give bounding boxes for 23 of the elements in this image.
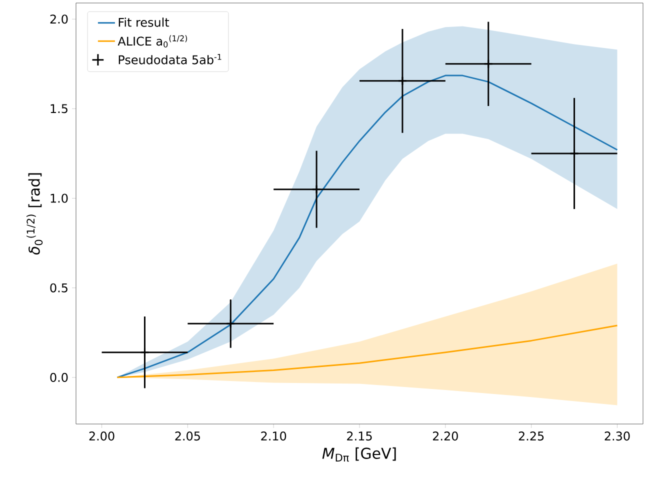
point bbox=[484, 59, 494, 69]
x-axis-title: M$_{Dπ}$ [GeV] bbox=[322, 447, 396, 462]
legend-label: Fit result bbox=[118, 18, 170, 27]
y-tick-label: 0.0 bbox=[50, 372, 68, 382]
point bbox=[570, 148, 580, 158]
x-tick-label: 2.15 bbox=[347, 432, 372, 441]
x-tick-label: 2.20 bbox=[432, 432, 458, 441]
x-tick-label: 2.00 bbox=[89, 432, 114, 441]
x-tick-label: 2.05 bbox=[175, 432, 200, 441]
y-tick-label: 0.5 bbox=[50, 283, 68, 292]
line-series bbox=[116, 324, 618, 378]
point bbox=[398, 76, 408, 86]
point bbox=[312, 184, 322, 194]
y-tick-label: 2.0 bbox=[50, 14, 68, 24]
y-tick-label: 1.5 bbox=[50, 104, 68, 114]
legend-label: Pseudodata 5ab$^{-1}$ bbox=[118, 54, 222, 64]
x-tick-label: 2.25 bbox=[518, 432, 544, 441]
x-tick-label: 2.10 bbox=[261, 432, 286, 441]
y-tick-label: 1.0 bbox=[50, 194, 68, 203]
point bbox=[140, 348, 150, 358]
point bbox=[226, 318, 236, 328]
x-tick-label: 2.30 bbox=[604, 432, 630, 441]
y-axis-title: δ$_{0}$$^{(1/2)}$ [rad] bbox=[26, 173, 43, 255]
